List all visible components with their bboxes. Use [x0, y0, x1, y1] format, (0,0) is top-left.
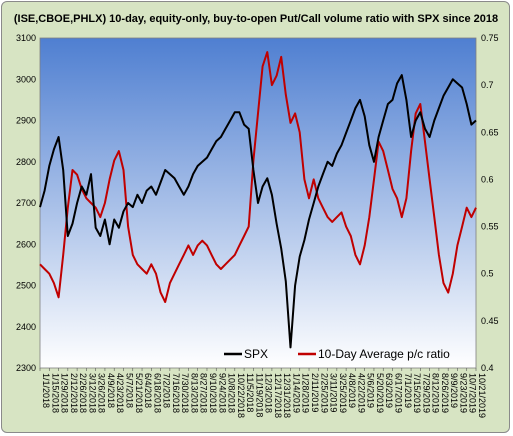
- pc-ratio-series-line: [39, 51, 477, 303]
- chart-title: (ISE,CBOE,PHLX) 10-day, equity-only, buy…: [14, 13, 498, 25]
- x-tick-label: 6/18/2018: [152, 373, 162, 413]
- x-tick-label: 4/8/2019: [347, 373, 357, 408]
- x-tick-label: 10/8/2018: [227, 373, 237, 413]
- left-tick-label: 2400: [16, 322, 36, 332]
- x-tick-label: 2/26/2018: [78, 373, 88, 413]
- x-tick-label: 2/25/2019: [319, 373, 329, 413]
- x-tick-label: 6/3/2019: [384, 373, 394, 408]
- x-tick-label: 3/25/2019: [338, 373, 348, 413]
- x-tick-label: 5/6/2019: [366, 373, 376, 408]
- x-tick-label: 12/3/2018: [264, 373, 274, 413]
- x-tick-label: 2/12/2018: [69, 373, 79, 413]
- x-tick-label: 5/21/2018: [134, 373, 144, 413]
- x-tick-label: 9/23/2019: [458, 373, 468, 413]
- x-tick-label: 5/7/2018: [124, 373, 134, 408]
- series-layer: [39, 51, 477, 349]
- x-tick-label: 11/5/2018: [245, 373, 255, 412]
- left-tick-label: 3000: [16, 74, 36, 84]
- x-tick-label: 10/7/2019: [468, 373, 478, 413]
- left-tick-label: 3100: [16, 33, 36, 43]
- x-tick-label: 9/24/2018: [217, 373, 227, 413]
- x-tick-label: 9/9/2019: [449, 373, 459, 408]
- x-tick-label: 4/22/2019: [356, 373, 366, 413]
- x-tick-label: 8/13/2018: [189, 373, 199, 413]
- right-tick-label: 0.7: [481, 80, 494, 90]
- right-tick-label: 0.55: [481, 222, 499, 232]
- x-tick-label: 9/10/2018: [208, 373, 218, 413]
- x-tick-label: 4/23/2018: [115, 373, 125, 413]
- x-tick-label: 7/15/2019: [412, 373, 422, 413]
- x-tick-label: 6/4/2018: [143, 373, 153, 408]
- right-axis: 0.4 0.45 0.5 0.55 0.6 0.65 0.7 0.75: [481, 33, 499, 373]
- left-tick-label: 2800: [16, 157, 36, 167]
- right-tick-label: 0.6: [481, 174, 494, 184]
- x-tick-label: 11/19/2018: [254, 373, 264, 417]
- x-tick-label: 8/12/2019: [431, 373, 441, 413]
- x-tick-label: 8/26/2019: [440, 373, 450, 413]
- left-tick-label: 2500: [16, 281, 36, 291]
- x-tick-label: 8/27/2018: [199, 373, 209, 413]
- x-tick-label: 12/31/2018: [282, 373, 292, 418]
- right-tick-label: 0.65: [481, 127, 499, 137]
- x-tick-label: 7/2/2018: [162, 373, 172, 408]
- x-tick-label: 7/30/2018: [180, 373, 190, 413]
- x-tick-label: 2/11/2019: [310, 373, 320, 412]
- left-tick-label: 2600: [16, 239, 36, 249]
- x-tick-label: 1/28/2019: [301, 373, 311, 413]
- left-tick-label: 2300: [16, 363, 36, 373]
- x-tick-label: 1/1/2018: [41, 373, 51, 408]
- x-tick-label: 7/16/2018: [171, 373, 181, 413]
- right-tick-label: 0.75: [481, 33, 499, 43]
- legend-spx-label: SPX: [244, 347, 268, 361]
- x-tick-label: 1/29/2018: [60, 373, 70, 413]
- x-tick-label: 10/21/2019: [477, 373, 487, 418]
- x-axis: 1/1/2018 1/15/2018 1/29/2018 2/12/2018 2/26/…: [39, 368, 487, 418]
- left-tick-label: 2700: [16, 198, 36, 208]
- x-tick-label: 4/9/2018: [106, 373, 116, 408]
- x-tick-label: 6/17/2019: [394, 373, 404, 413]
- right-tick-label: 0.5: [481, 269, 494, 279]
- x-tick-label: 10/22/2018: [236, 373, 246, 418]
- x-tick-label: 1/15/2018: [50, 373, 60, 413]
- legend: SPX 10-Day Average p/c ratio: [224, 347, 450, 361]
- x-tick-label: 1/14/2019: [291, 373, 301, 413]
- x-tick-label: 7/1/2019: [403, 373, 413, 408]
- right-tick-label: 0.45: [481, 316, 499, 326]
- x-tick-label: 5/20/2019: [375, 373, 385, 413]
- x-tick-label: 3/26/2018: [97, 373, 107, 413]
- x-tick-label: 3/12/2018: [87, 373, 97, 413]
- x-tick-label: 3/11/2019: [329, 373, 339, 412]
- left-tick-label: 2900: [16, 116, 36, 126]
- x-tick-label: 7/29/2019: [421, 373, 431, 413]
- left-axis: 2300 2400 2500 2600 2700 2800 2900 3000 3100: [16, 33, 36, 373]
- legend-pc-label: 10-Day Average p/c ratio: [318, 347, 450, 361]
- x-tick-label: 12/17/2018: [273, 373, 283, 418]
- right-tick-label: 0.4: [481, 363, 494, 373]
- spx-series-line: [39, 74, 477, 349]
